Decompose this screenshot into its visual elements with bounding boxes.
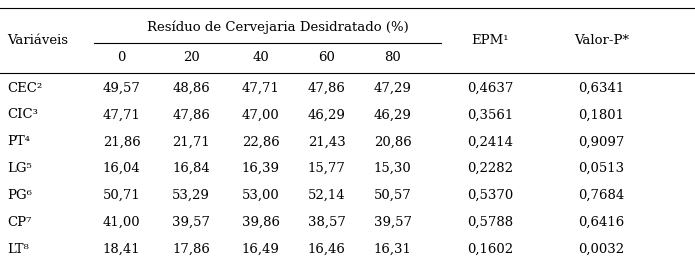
Text: 16,46: 16,46 bbox=[308, 243, 345, 255]
Text: 47,86: 47,86 bbox=[172, 108, 210, 122]
Text: LG⁵: LG⁵ bbox=[7, 162, 32, 175]
Text: 50,57: 50,57 bbox=[374, 189, 411, 202]
Text: 0,3561: 0,3561 bbox=[467, 108, 513, 122]
Text: 15,77: 15,77 bbox=[308, 162, 345, 175]
Text: 38,57: 38,57 bbox=[308, 216, 345, 229]
Text: 47,29: 47,29 bbox=[374, 82, 411, 95]
Text: 0,5788: 0,5788 bbox=[467, 216, 513, 229]
Text: 16,84: 16,84 bbox=[172, 162, 210, 175]
Text: 39,86: 39,86 bbox=[242, 216, 279, 229]
Text: 0,6416: 0,6416 bbox=[578, 216, 624, 229]
Text: CP⁷: CP⁷ bbox=[7, 216, 31, 229]
Text: 0,1801: 0,1801 bbox=[578, 108, 624, 122]
Text: 16,39: 16,39 bbox=[242, 162, 279, 175]
Text: 53,29: 53,29 bbox=[172, 189, 210, 202]
Text: 0: 0 bbox=[117, 51, 126, 64]
Text: 21,43: 21,43 bbox=[308, 135, 345, 148]
Text: 17,86: 17,86 bbox=[172, 243, 210, 255]
Text: Resíduo de Cervejaria Desidratado (%): Resíduo de Cervejaria Desidratado (%) bbox=[147, 20, 409, 34]
Text: 18,41: 18,41 bbox=[103, 243, 140, 255]
Text: 0,1602: 0,1602 bbox=[467, 243, 513, 255]
Text: 47,71: 47,71 bbox=[242, 82, 279, 95]
Text: 0,2282: 0,2282 bbox=[467, 162, 513, 175]
Text: CIC³: CIC³ bbox=[7, 108, 38, 122]
Text: 41,00: 41,00 bbox=[103, 216, 140, 229]
Text: 39,57: 39,57 bbox=[374, 216, 411, 229]
Text: 16,04: 16,04 bbox=[103, 162, 140, 175]
Text: 0,2414: 0,2414 bbox=[467, 135, 513, 148]
Text: 0,9097: 0,9097 bbox=[578, 135, 624, 148]
Text: PT⁴: PT⁴ bbox=[7, 135, 30, 148]
Text: 46,29: 46,29 bbox=[374, 108, 411, 122]
Text: 50,71: 50,71 bbox=[103, 189, 140, 202]
Text: 15,30: 15,30 bbox=[374, 162, 411, 175]
Text: CEC²: CEC² bbox=[7, 82, 42, 95]
Text: 60: 60 bbox=[318, 51, 335, 64]
Text: 0,0032: 0,0032 bbox=[578, 243, 624, 255]
Text: 48,86: 48,86 bbox=[172, 82, 210, 95]
Text: 80: 80 bbox=[384, 51, 401, 64]
Text: 39,57: 39,57 bbox=[172, 216, 210, 229]
Text: 0,6341: 0,6341 bbox=[578, 82, 624, 95]
Text: 0,4637: 0,4637 bbox=[467, 82, 513, 95]
Text: LT⁸: LT⁸ bbox=[7, 243, 28, 255]
Text: 20,86: 20,86 bbox=[374, 135, 411, 148]
Text: 0,7684: 0,7684 bbox=[578, 189, 624, 202]
Text: 46,29: 46,29 bbox=[308, 108, 345, 122]
Text: 21,86: 21,86 bbox=[103, 135, 140, 148]
Text: 40: 40 bbox=[252, 51, 269, 64]
Text: 0,5370: 0,5370 bbox=[467, 189, 513, 202]
Text: 47,71: 47,71 bbox=[103, 108, 140, 122]
Text: 49,57: 49,57 bbox=[103, 82, 140, 95]
Text: 16,49: 16,49 bbox=[242, 243, 279, 255]
Text: 47,00: 47,00 bbox=[242, 108, 279, 122]
Text: 16,31: 16,31 bbox=[374, 243, 411, 255]
Text: 22,86: 22,86 bbox=[242, 135, 279, 148]
Text: 52,14: 52,14 bbox=[308, 189, 345, 202]
Text: 53,00: 53,00 bbox=[242, 189, 279, 202]
Text: 47,86: 47,86 bbox=[308, 82, 345, 95]
Text: 20: 20 bbox=[183, 51, 199, 64]
Text: 21,71: 21,71 bbox=[172, 135, 210, 148]
Text: Valor-P*: Valor-P* bbox=[573, 34, 629, 47]
Text: Variáveis: Variáveis bbox=[7, 34, 68, 47]
Text: PG⁶: PG⁶ bbox=[7, 189, 32, 202]
Text: EPM¹: EPM¹ bbox=[471, 34, 509, 47]
Text: 0,0513: 0,0513 bbox=[578, 162, 624, 175]
